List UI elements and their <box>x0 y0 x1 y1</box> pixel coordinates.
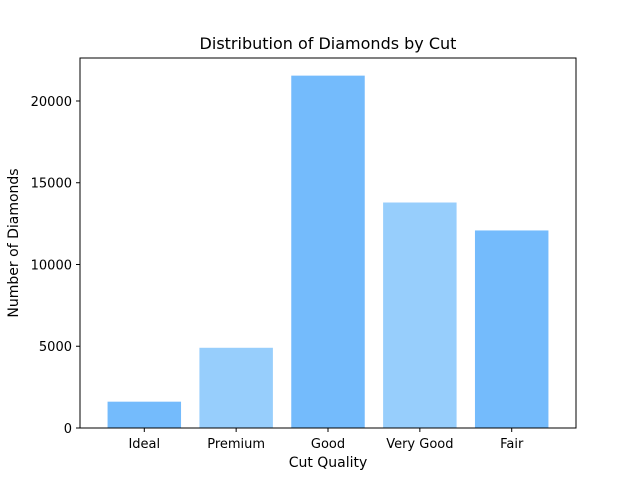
x-ticks: Ideal Premium Good Very Good Fair <box>128 428 524 452</box>
y-tick-label: 5000 <box>39 340 72 355</box>
bar-good <box>291 75 365 428</box>
y-tick-label: 20000 <box>31 95 72 110</box>
y-tick-label: 10000 <box>31 258 72 273</box>
bar-fair <box>474 230 549 428</box>
chart-title: Distribution of Diamonds by Cut <box>200 34 457 53</box>
y-axis-label: Number of Diamonds <box>6 168 22 317</box>
y-ticks: 0 5000 10000 15000 20000 <box>31 95 80 437</box>
x-tick-label: Fair <box>500 437 524 452</box>
bar-ideal <box>107 401 182 428</box>
bars-layer <box>107 75 549 428</box>
x-tick-label: Good <box>311 437 345 452</box>
x-axis-label: Cut Quality <box>289 455 368 471</box>
y-tick-label: 15000 <box>31 177 72 192</box>
y-tick-label: 0 <box>64 422 72 437</box>
plot-frame <box>79 57 577 429</box>
x-tick-label: Very Good <box>386 437 453 452</box>
bar-very-good <box>383 202 457 428</box>
x-tick-label: Premium <box>207 437 265 452</box>
x-tick-label: Ideal <box>128 437 160 452</box>
bar-premium <box>199 347 273 428</box>
